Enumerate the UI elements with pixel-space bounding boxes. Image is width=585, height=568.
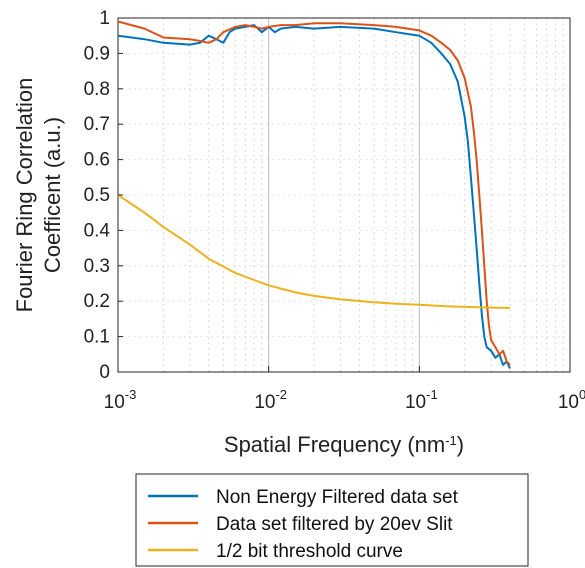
y-tick-label: 0.6	[84, 150, 110, 171]
x-tick-label: 100	[558, 387, 585, 413]
y-tick-labels: 0 0.1 0.2 0.3 0.4 0.5 0.6 0.7 0.8 0.9 1	[84, 8, 111, 383]
x-tick-label: 10-3	[104, 387, 137, 413]
y-tick-label: 0.8	[84, 79, 110, 100]
x-tick-label: 10-1	[405, 387, 438, 413]
y-tick-label: 0.4	[84, 220, 111, 241]
legend: Non Energy Filtered data set Data set fil…	[135, 473, 529, 567]
series-line-2	[117, 20, 511, 366]
x-tick-labels: 10-3 10-2 10-1 100	[104, 387, 585, 413]
y-tick-label: 0.1	[84, 327, 110, 348]
y-tick-label: 0.2	[84, 291, 110, 312]
legend-label: Non Energy Filtered data set	[216, 487, 459, 508]
y-tick-label: 0.7	[84, 114, 110, 135]
y-tick-label: 0.9	[84, 43, 110, 64]
series-layer	[117, 20, 511, 369]
series-line-1	[117, 24, 511, 369]
legend-box	[135, 473, 529, 567]
y-tick-label: 0	[99, 362, 110, 383]
y-tick-label: 1	[99, 8, 110, 29]
x-axis-label: Spatial Frequency (nm-1)	[224, 432, 464, 457]
y-tick-label: 0.5	[84, 185, 110, 206]
axis-ticks	[117, 17, 571, 373]
y-axis-label: Fourier Ring Correlation Coefficent (a.u…	[12, 78, 65, 313]
y-axis-label-line2: Coefficent (a.u.)	[40, 117, 65, 273]
series-line-3	[117, 194, 511, 309]
legend-label: 1/2 bit threshold curve	[216, 541, 403, 562]
legend-label: Data set filtered by 20ev Slit	[216, 514, 453, 535]
x-tick-label: 10-2	[254, 387, 287, 413]
y-axis-label-line1: Fourier Ring Correlation	[12, 78, 37, 313]
y-tick-label: 0.3	[84, 256, 110, 277]
grid-lines	[118, 18, 570, 372]
